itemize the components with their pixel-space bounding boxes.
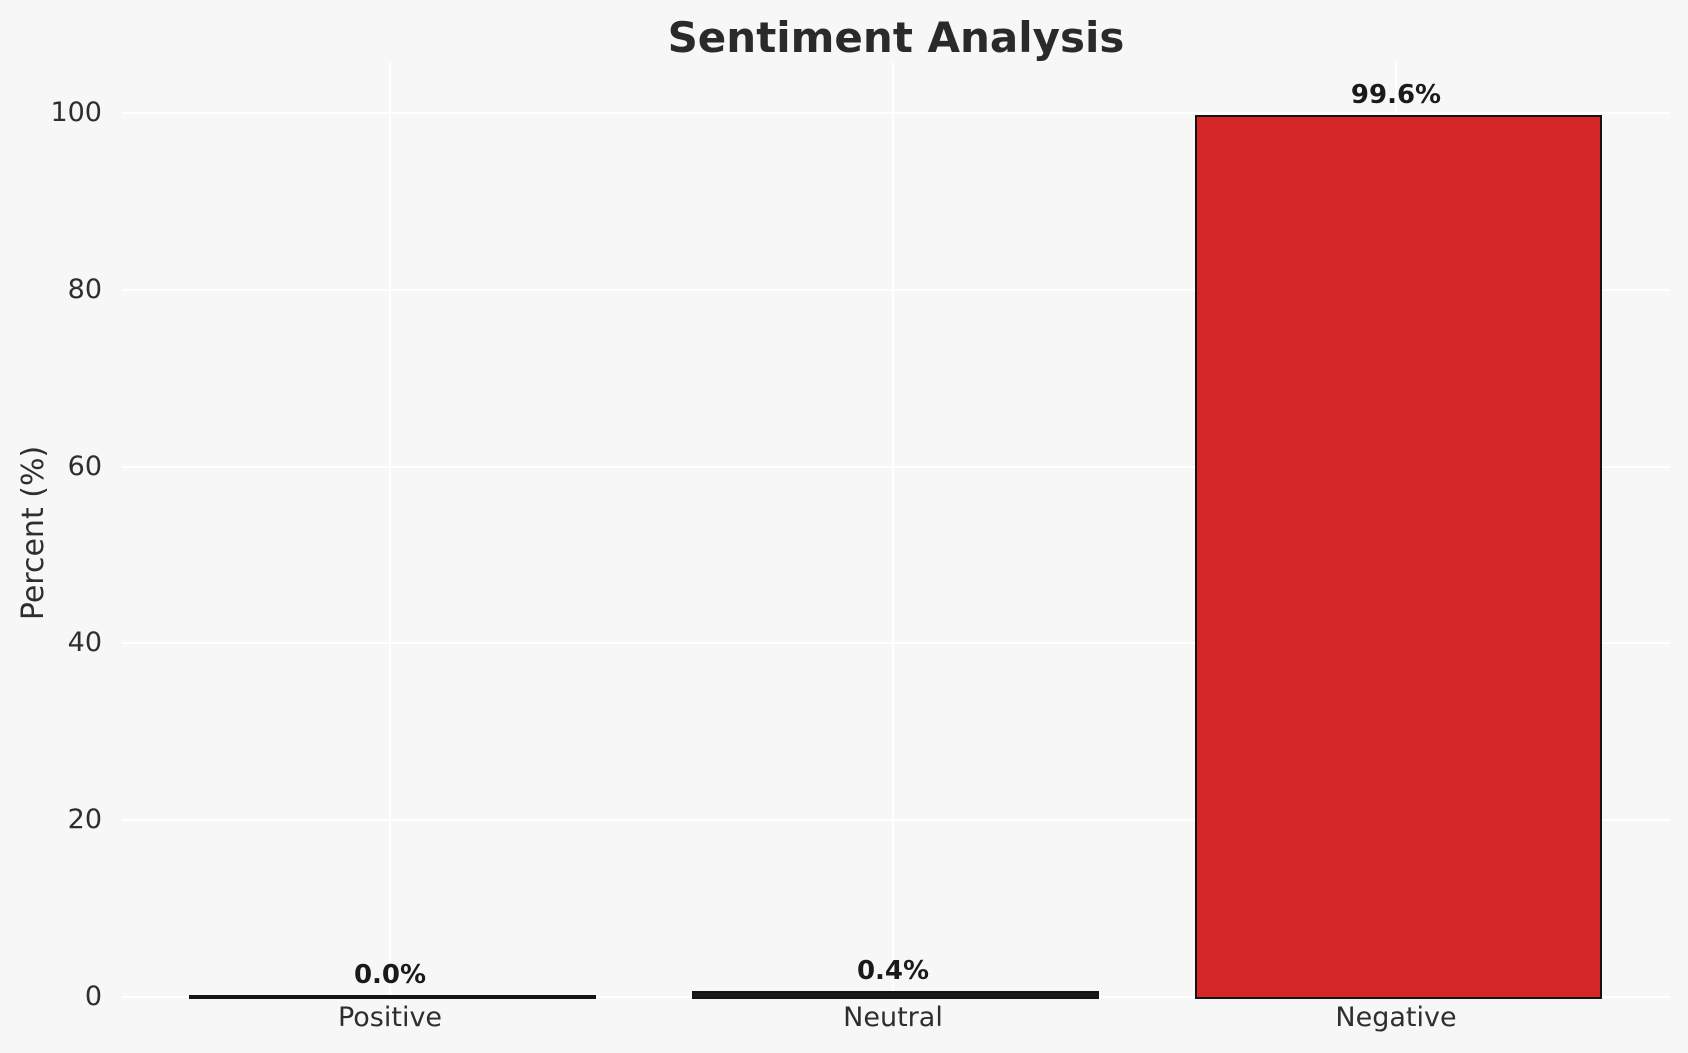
gridline-y-60 [122, 466, 1670, 468]
y-tick-label: 20 [67, 804, 102, 835]
chart-title: Sentiment Analysis [667, 13, 1125, 62]
bar-negative [1194, 115, 1602, 999]
gridline-y-40 [122, 642, 1670, 644]
bar-positive [188, 995, 596, 999]
y-tick-label: 80 [67, 274, 102, 305]
gridline-x-positive [389, 62, 391, 997]
gridline-x-neutral [892, 62, 894, 997]
bar-value-label: 0.0% [353, 960, 427, 990]
x-tick-label-negative: Negative [1335, 1002, 1457, 1033]
y-tick-label: 0 [84, 981, 102, 1012]
bar-value-label: 0.4% [856, 956, 930, 986]
bar-value-label: 99.6% [1350, 80, 1442, 110]
x-tick-label-positive: Positive [337, 1002, 443, 1033]
gridline-y-80 [122, 289, 1670, 291]
x-tick-label-neutral: Neutral [843, 1002, 943, 1033]
y-tick-label: 100 [50, 97, 102, 128]
bar-neutral [691, 991, 1099, 999]
gridline-y-20 [122, 819, 1670, 821]
y-tick-label: 60 [67, 451, 102, 482]
gridline-y-100 [122, 112, 1670, 114]
y-tick-label: 40 [67, 627, 102, 658]
